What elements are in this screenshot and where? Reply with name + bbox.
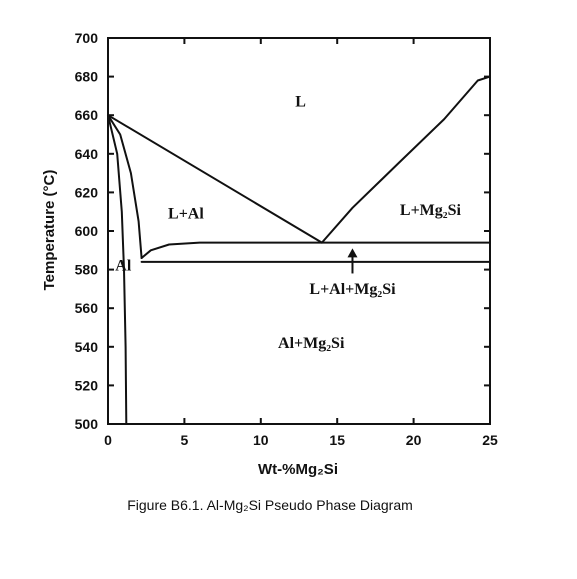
- axis-ticks: 500 520 540 560 580 600 620 640 660 680 700 0 5 10 15 2…: [75, 30, 498, 448]
- x-tick-label: 0: [104, 432, 112, 448]
- eutectic-arrow: [347, 248, 358, 274]
- y-tick-label: 620: [75, 184, 99, 200]
- x-tick-label: 20: [406, 432, 422, 448]
- y-tick-label: 600: [75, 223, 99, 239]
- region-label-3: L+Mg₂Si: [400, 202, 462, 219]
- region-label-1: L: [295, 94, 306, 111]
- boundary-line-6: [107, 114, 128, 425]
- boundary-line-1: [107, 114, 323, 244]
- y-tick-label: 660: [75, 107, 99, 123]
- boundary-line-2: [320, 75, 491, 244]
- y-tick-label: 540: [75, 339, 99, 355]
- arrow-head: [347, 248, 358, 258]
- region-label-2: L+Al: [168, 206, 204, 223]
- region-label-6: Al+Mg₂Si: [278, 335, 345, 352]
- region-labels: L L+Al L+Mg₂Si Al L+Al+Mg₂Si Al+Mg₂Si: [115, 94, 461, 352]
- y-tick-label: 520: [75, 377, 99, 393]
- phase-boundaries: [107, 75, 491, 425]
- x-tick-label: 10: [253, 432, 269, 448]
- x-tick-label: 5: [181, 432, 189, 448]
- x-tick-label: 25: [482, 432, 498, 448]
- y-tick-label: 560: [75, 300, 99, 316]
- boundary-line-5: [107, 114, 143, 259]
- x-axis-label: Wt-%Mg₂Si: [258, 461, 338, 478]
- y-tick-label: 580: [75, 262, 99, 278]
- y-tick-label: 700: [75, 30, 99, 46]
- y-tick-label: 680: [75, 69, 99, 85]
- figure-caption: Figure B6.1. Al-Mg₂Si Pseudo Phase Diagr…: [127, 497, 413, 513]
- y-axis-label: Temperature (°C): [41, 170, 58, 291]
- y-tick-label: 640: [75, 146, 99, 162]
- region-label-5: L+Al+Mg₂Si: [309, 281, 396, 298]
- x-tick-label: 15: [329, 432, 345, 448]
- y-tick-label: 500: [75, 416, 99, 432]
- boundary-line-3: [140, 241, 491, 259]
- region-label-4: Al: [115, 258, 132, 275]
